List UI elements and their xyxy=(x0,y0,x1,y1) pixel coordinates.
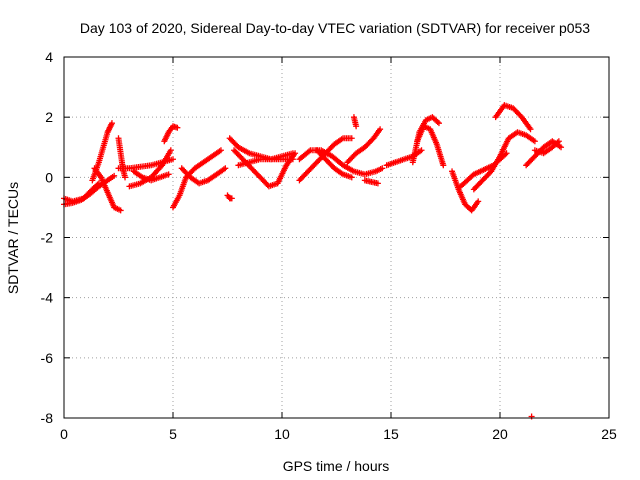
series-arc-o xyxy=(235,150,296,169)
data-point xyxy=(348,174,355,181)
data-points xyxy=(61,102,565,420)
series-arc-v xyxy=(383,147,425,169)
y-tick-label: -2 xyxy=(41,230,54,246)
data-point xyxy=(353,123,360,130)
data-point xyxy=(434,118,441,125)
x-tick-label: 15 xyxy=(383,426,399,442)
series-arc-h xyxy=(130,168,172,184)
axis-ticks: 0 5 10 15 20 25 -8 -6 -4 -2 0 2 4 xyxy=(41,49,617,442)
data-point xyxy=(475,198,482,205)
data-point xyxy=(531,138,538,145)
series-arc-r xyxy=(313,147,355,181)
series-arc-l xyxy=(224,192,235,202)
series-arc-t xyxy=(350,114,360,130)
data-point xyxy=(435,120,442,127)
series-outlier xyxy=(528,413,535,420)
series-arc-s xyxy=(344,126,384,166)
data-point xyxy=(440,162,447,169)
data-point xyxy=(157,163,164,170)
y-tick-label: 2 xyxy=(45,109,53,125)
y-tick-label: 0 xyxy=(45,169,53,185)
x-tick-label: 0 xyxy=(60,426,68,442)
data-point xyxy=(528,413,535,420)
series-arc-y xyxy=(449,168,482,214)
x-tick-label: 5 xyxy=(169,426,177,442)
data-point xyxy=(348,135,355,142)
y-tick-label: -6 xyxy=(41,350,54,366)
series-arc-c xyxy=(89,120,115,184)
grid xyxy=(64,57,609,418)
data-point xyxy=(222,165,229,172)
x-axis-label: GPS time / hours xyxy=(283,458,390,474)
data-point xyxy=(527,126,534,133)
data-point xyxy=(170,156,176,163)
x-tick-label: 10 xyxy=(274,426,290,442)
plot-frame xyxy=(63,56,610,419)
y-tick-label: -8 xyxy=(41,410,54,426)
data-point xyxy=(117,207,124,214)
data-point xyxy=(554,139,561,146)
data-point xyxy=(217,147,224,154)
series-arc-q xyxy=(296,135,355,184)
data-point xyxy=(558,144,565,151)
data-point xyxy=(122,174,129,181)
series-arc-d xyxy=(91,165,124,214)
x-tick-label: 20 xyxy=(492,426,508,442)
chart-title: Day 103 of 2020, Sidereal Day-to-day VTE… xyxy=(80,20,590,36)
series-arc-x xyxy=(414,123,447,169)
data-point xyxy=(289,150,296,157)
data-point xyxy=(174,124,181,131)
data-point xyxy=(228,195,235,202)
data-point xyxy=(374,180,381,187)
data-point xyxy=(108,120,115,127)
data-point xyxy=(377,126,384,133)
series-arc-u xyxy=(361,177,381,187)
data-point xyxy=(165,171,172,178)
series-arc-aa xyxy=(470,129,538,193)
series-arc-k xyxy=(178,165,229,187)
data-point xyxy=(95,180,102,187)
y-tick-label: -4 xyxy=(41,290,54,306)
series-arc-e xyxy=(115,135,129,181)
y-axis-label: SDTVAR / TECUs xyxy=(5,182,21,294)
data-point xyxy=(167,147,174,154)
series-arc-ad xyxy=(531,138,562,157)
series-arc-ab xyxy=(492,102,534,133)
data-point xyxy=(555,138,562,145)
series-arc-j xyxy=(170,147,224,211)
series-arc-i xyxy=(161,123,181,145)
data-point xyxy=(418,147,425,154)
data-point xyxy=(94,181,101,188)
series-arc-b xyxy=(61,180,102,205)
y-tick-label: 4 xyxy=(45,49,53,65)
x-tick-label: 25 xyxy=(601,426,617,442)
data-point xyxy=(111,172,118,179)
data-point xyxy=(379,165,386,172)
